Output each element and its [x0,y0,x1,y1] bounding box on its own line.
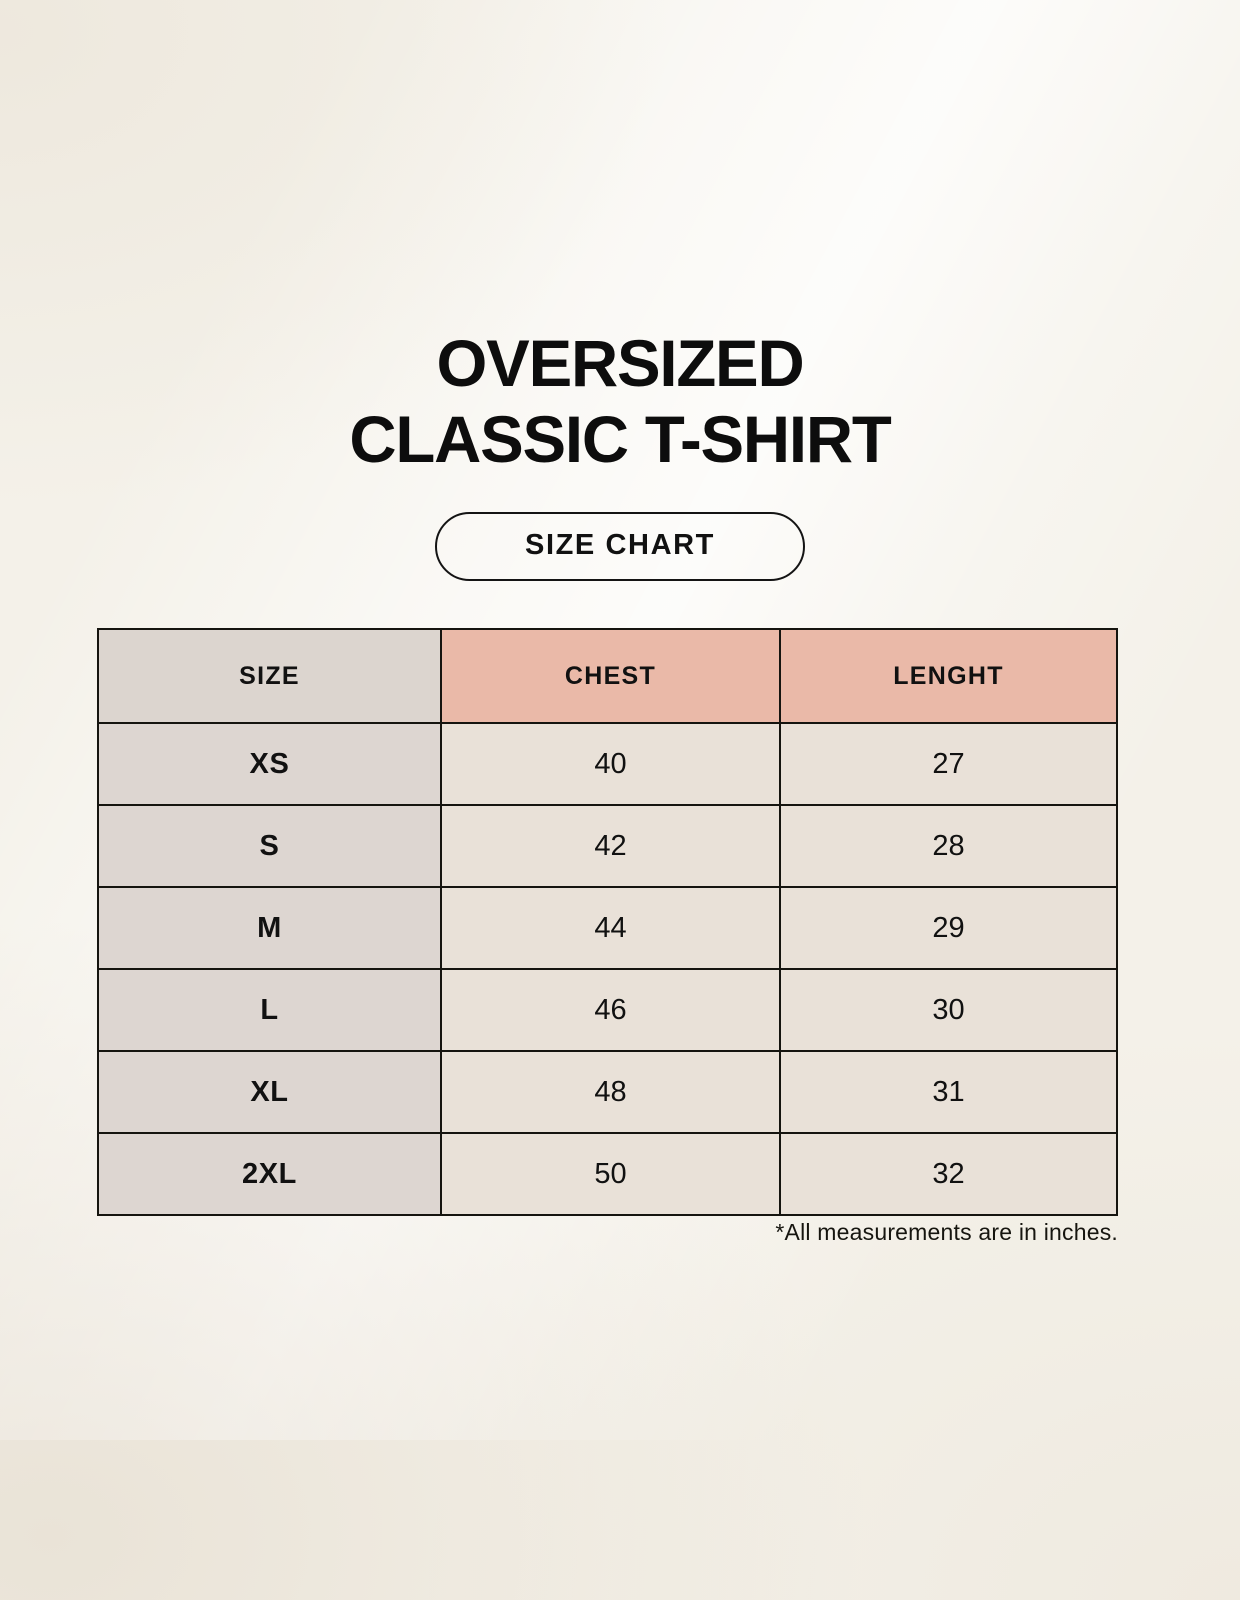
cell-size: XS [97,722,442,806]
size-chart-badge-wrap: SIZE CHART [0,512,1240,581]
cell-chest: 46 [440,968,781,1052]
cell-chest: 50 [440,1132,781,1216]
column-header-chest: CHEST [440,628,781,724]
column-header-size: SIZE [97,628,442,724]
cell-length: 30 [779,968,1118,1052]
cell-size: M [97,886,442,970]
column-header-length: LENGHT [779,628,1118,724]
size-chart-table: SIZE CHEST LENGHT XS 40 27 S 42 28 M [97,628,1118,1216]
cell-chest: 40 [440,722,781,806]
cell-length: 29 [779,886,1118,970]
table-row: XL 48 31 [97,1050,1118,1134]
cell-length: 32 [779,1132,1118,1216]
cell-size: S [97,804,442,888]
page-title: OVERSIZED CLASSIC T-SHIRT [0,330,1240,472]
size-chart-table-wrap: SIZE CHEST LENGHT XS 40 27 S 42 28 M [97,628,1118,1216]
table-row: M 44 29 [97,886,1118,970]
cell-length: 27 [779,722,1118,806]
table-header-row: SIZE CHEST LENGHT [97,628,1118,724]
cell-size: XL [97,1050,442,1134]
cell-chest: 44 [440,886,781,970]
table-row: 2XL 50 32 [97,1132,1118,1216]
page-title-line-2: CLASSIC T-SHIRT [349,402,891,476]
table-row: S 42 28 [97,804,1118,888]
table-row: L 46 30 [97,968,1118,1052]
measurement-note: *All measurements are in inches. [775,1219,1118,1245]
cell-chest: 42 [440,804,781,888]
table-row: XS 40 27 [97,722,1118,806]
page-title-line-1: OVERSIZED [436,326,805,400]
cell-length: 28 [779,804,1118,888]
cell-chest: 48 [440,1050,781,1134]
size-chart-badge: SIZE CHART [435,512,805,581]
cell-length: 31 [779,1050,1118,1134]
cell-size: L [97,968,442,1052]
cell-size: 2XL [97,1132,442,1216]
